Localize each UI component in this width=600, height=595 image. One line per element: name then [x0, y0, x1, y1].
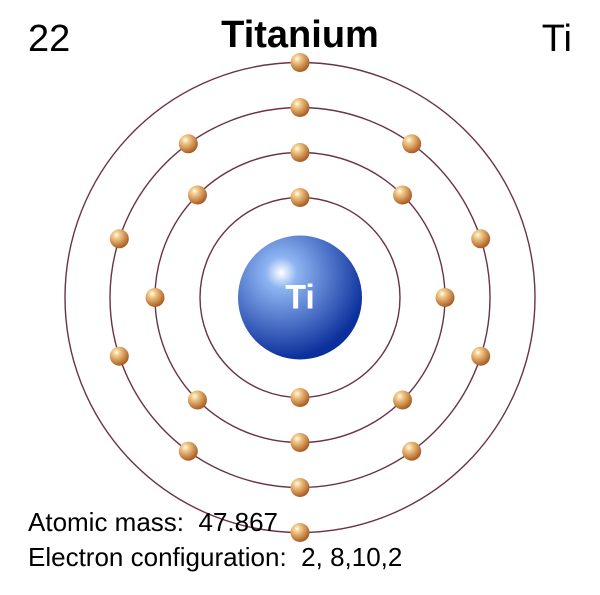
- electron: [291, 143, 310, 162]
- electron-config-label: Electron configuration:: [28, 542, 287, 572]
- electron: [110, 229, 129, 248]
- electron: [471, 347, 490, 366]
- atomic-mass-value: 47.867: [198, 507, 278, 537]
- electron: [393, 391, 412, 410]
- electron: [471, 229, 490, 248]
- electron: [179, 134, 198, 153]
- atom-diagram: Ti: [40, 38, 560, 563]
- electron-config-value: 2, 8,10,2: [301, 542, 402, 572]
- atomic-mass-line: Atomic mass: 47.867: [28, 505, 402, 540]
- electron: [110, 347, 129, 366]
- electron: [179, 442, 198, 461]
- electron: [188, 185, 207, 204]
- atom-svg: Ti: [40, 38, 560, 558]
- atomic-mass-label: Atomic mass:: [28, 507, 184, 537]
- electron: [291, 478, 310, 497]
- electron: [436, 288, 455, 307]
- electron: [291, 433, 310, 452]
- footer-info: Atomic mass: 47.867 Electron configurati…: [28, 505, 402, 575]
- nucleus-label: Ti: [285, 279, 315, 317]
- electron: [393, 185, 412, 204]
- electron: [402, 134, 421, 153]
- electron-config-line: Electron configuration: 2, 8,10,2: [28, 540, 402, 575]
- electron: [291, 188, 310, 207]
- electron: [291, 53, 310, 72]
- electron: [402, 442, 421, 461]
- electron: [291, 388, 310, 407]
- electron: [188, 391, 207, 410]
- electron: [291, 98, 310, 117]
- electron: [146, 288, 165, 307]
